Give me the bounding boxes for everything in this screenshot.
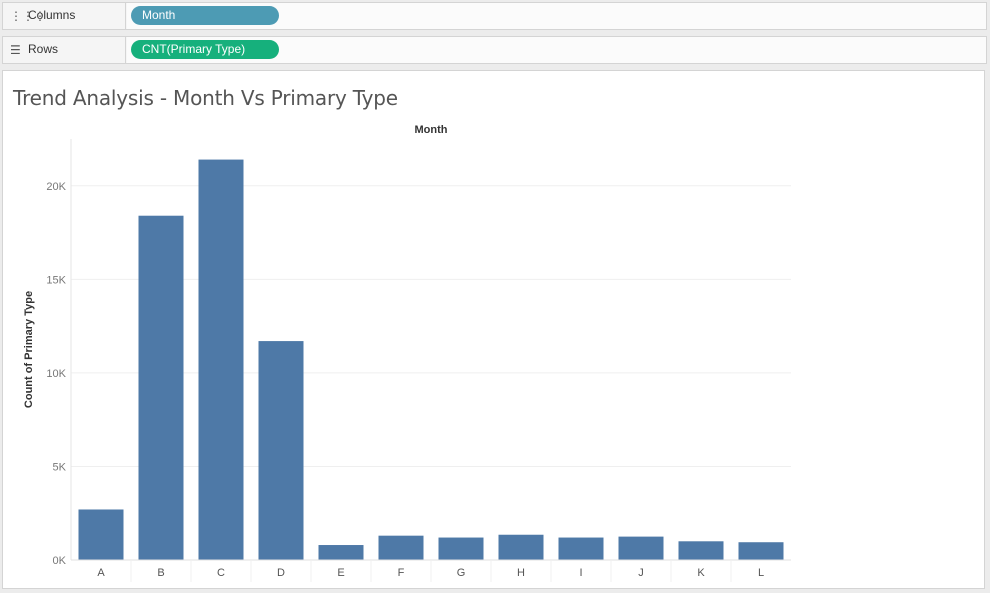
bar-e bbox=[318, 545, 364, 560]
rows-label: Rows bbox=[28, 42, 59, 56]
x-tick-label: J bbox=[638, 567, 644, 579]
y-tick-label: 10K bbox=[46, 368, 66, 380]
x-tick-label: F bbox=[398, 567, 405, 579]
rows-icon: ☰ bbox=[10, 43, 21, 57]
rows-shelf: ☰ Rows CNT(Primary Type) bbox=[2, 36, 987, 64]
cnt-primary-type-pill[interactable]: CNT(Primary Type) bbox=[131, 40, 279, 59]
bar-a bbox=[78, 509, 124, 560]
y-tick-label: 20K bbox=[46, 181, 66, 193]
columns-shelf: ⋮⋮⋮ Columns Month bbox=[2, 2, 987, 30]
view-panel: Trend Analysis - Month Vs Primary Type M… bbox=[2, 70, 985, 589]
y-axis-title: Count of Primary Type bbox=[23, 291, 35, 408]
bar-i bbox=[558, 537, 604, 560]
bar-h bbox=[498, 534, 544, 560]
month-header: Month bbox=[415, 124, 448, 136]
rows-shelf-label: ☰ Rows bbox=[3, 37, 126, 63]
columns-shelf-label: ⋮⋮⋮ Columns bbox=[3, 3, 126, 29]
columns-drop-area[interactable]: Month bbox=[127, 3, 986, 29]
bar-chart: Month 0K 5K 10K 15K 20K Count of Primary Type A… bbox=[23, 124, 791, 582]
bar-k bbox=[678, 541, 724, 560]
x-tick-label: K bbox=[697, 567, 705, 579]
x-tick-label: E bbox=[337, 567, 344, 579]
x-tick-label: B bbox=[157, 567, 164, 579]
bar-g bbox=[438, 537, 484, 560]
bar-c bbox=[198, 159, 244, 560]
month-pill[interactable]: Month bbox=[131, 6, 279, 25]
rows-drop-area[interactable]: CNT(Primary Type) bbox=[127, 37, 986, 63]
x-tick-label: C bbox=[217, 567, 225, 579]
y-tick-label: 0K bbox=[53, 555, 67, 567]
x-tick-label: D bbox=[277, 567, 285, 579]
columns-label: Columns bbox=[28, 8, 76, 22]
bar-j bbox=[618, 536, 664, 560]
x-tick-label: I bbox=[579, 567, 582, 579]
bar-f bbox=[378, 535, 424, 560]
bar-b bbox=[138, 215, 184, 560]
columns-icon: ⋮⋮⋮ bbox=[10, 9, 46, 23]
chart-title: Trend Analysis - Month Vs Primary Type bbox=[13, 86, 398, 110]
bar-d bbox=[258, 341, 304, 560]
x-tick-label: H bbox=[517, 567, 525, 579]
x-tick-label: G bbox=[457, 567, 466, 579]
y-tick-label: 15K bbox=[46, 274, 66, 286]
bar-l bbox=[738, 542, 784, 560]
x-tick-label: L bbox=[758, 567, 764, 579]
y-tick-label: 5K bbox=[53, 461, 67, 473]
x-tick-label: A bbox=[97, 567, 105, 579]
